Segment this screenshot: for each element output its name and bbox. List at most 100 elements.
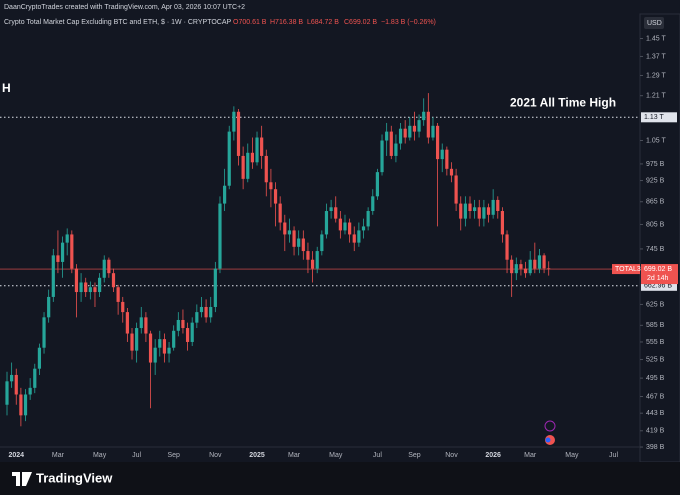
candle-body [297, 238, 301, 247]
candle-body [394, 143, 398, 156]
candle-body [135, 328, 139, 351]
chart-title: Crypto Total Market Cap Excluding BTC an… [4, 19, 232, 26]
candle-body [241, 155, 245, 179]
candle-body [162, 339, 167, 354]
hline-price-box [641, 112, 677, 123]
x-tick-label: Mar [524, 452, 537, 459]
x-tick-label: Nov [209, 452, 222, 459]
candle-body [482, 207, 486, 219]
candle-body [301, 238, 305, 252]
candle-body [338, 218, 342, 231]
candle-body [255, 137, 259, 163]
candle-body [473, 207, 477, 212]
candle-body [389, 131, 393, 156]
candle-body [537, 255, 542, 269]
y-tick-label: 865 B [646, 199, 665, 206]
candle-body [111, 273, 116, 288]
x-tick-label: Mar [288, 452, 301, 459]
candle-body [542, 255, 546, 269]
currency-box[interactable] [644, 17, 664, 29]
candle-body [449, 168, 454, 176]
candle-body [385, 131, 389, 141]
candle-body [102, 259, 106, 278]
y-tick-label: 1.29 T [646, 72, 666, 79]
currency[interactable]: USD [647, 20, 662, 27]
candle-body [366, 211, 370, 227]
event-icon[interactable] [544, 420, 556, 432]
y-tick-label: 398 B [646, 444, 665, 451]
candle-body [28, 387, 32, 395]
candle-body [10, 374, 14, 382]
hline-price-box [641, 280, 677, 291]
candle-body [278, 203, 282, 223]
candle-body [209, 306, 213, 318]
candle-body [190, 322, 194, 342]
y-tick-label: 467 B [646, 393, 665, 400]
event-icon[interactable] [545, 437, 551, 443]
candle-body [130, 333, 134, 351]
x-tick-label: Sep [167, 452, 180, 459]
candle-body [519, 264, 523, 269]
y-tick-label: 525 B [646, 356, 665, 363]
candle-body [232, 111, 236, 132]
candle-body [435, 125, 440, 160]
candle-body [199, 306, 204, 313]
candle-body [172, 330, 176, 348]
symbol-box [612, 264, 640, 275]
candle-body [264, 155, 268, 183]
candle-body [514, 264, 518, 274]
candle-body [148, 333, 153, 363]
candle-body [227, 131, 231, 186]
candle-body [523, 268, 528, 274]
candle-body [500, 211, 505, 235]
candle-body [445, 149, 449, 169]
candle-body [454, 175, 458, 204]
candle-body [125, 312, 129, 334]
candle-body [23, 394, 28, 416]
candle-body [93, 287, 97, 293]
candle-body [306, 251, 310, 260]
countdown: 2d 14h [647, 275, 669, 282]
candle-body [417, 120, 421, 132]
candle-body [47, 296, 51, 318]
x-tick-label: May [329, 452, 343, 459]
candle-body [491, 199, 495, 215]
y-tick-label: 805 B [646, 221, 665, 228]
candle-body [60, 242, 65, 262]
brand-name: TradingView [36, 470, 113, 485]
annotation: 2021 All Time High [510, 95, 616, 109]
edge-text: H [2, 81, 11, 95]
candle-body [547, 268, 551, 270]
candle-body [468, 203, 472, 212]
x-tick-label: 2024 [8, 452, 24, 459]
candle-body [98, 277, 102, 293]
candle-body [320, 234, 324, 252]
y-tick-label: 495 B [646, 375, 665, 382]
candle-body [153, 347, 157, 363]
candle-body [14, 374, 18, 395]
y-tick-label: 1.05 T [646, 137, 666, 144]
y-tick-label: 585 B [646, 322, 665, 329]
candle-body [65, 234, 69, 243]
candle-body [533, 259, 537, 269]
x-tick-label: Sep [408, 452, 421, 459]
last-price-box [641, 264, 678, 285]
candle-body [223, 185, 227, 204]
symbol-label: TOTAL3 [615, 266, 641, 273]
candle-body [42, 317, 46, 348]
x-tick-label: 2025 [249, 452, 265, 459]
candle-body [496, 199, 500, 212]
candle-body [348, 222, 352, 235]
x-tick-label: May [565, 452, 579, 459]
candle-body [213, 268, 217, 307]
brand-logo [12, 472, 32, 486]
candle-body [167, 347, 171, 354]
candle-body [403, 128, 407, 138]
candle-body [107, 259, 111, 274]
x-tick-label: Nov [445, 452, 458, 459]
candle-body [357, 230, 361, 243]
candle-body [37, 347, 42, 369]
candle-body [505, 234, 509, 260]
ohlc-legend: O700.61 B H716.38 B L684.72 B C699.02 B … [233, 19, 436, 26]
